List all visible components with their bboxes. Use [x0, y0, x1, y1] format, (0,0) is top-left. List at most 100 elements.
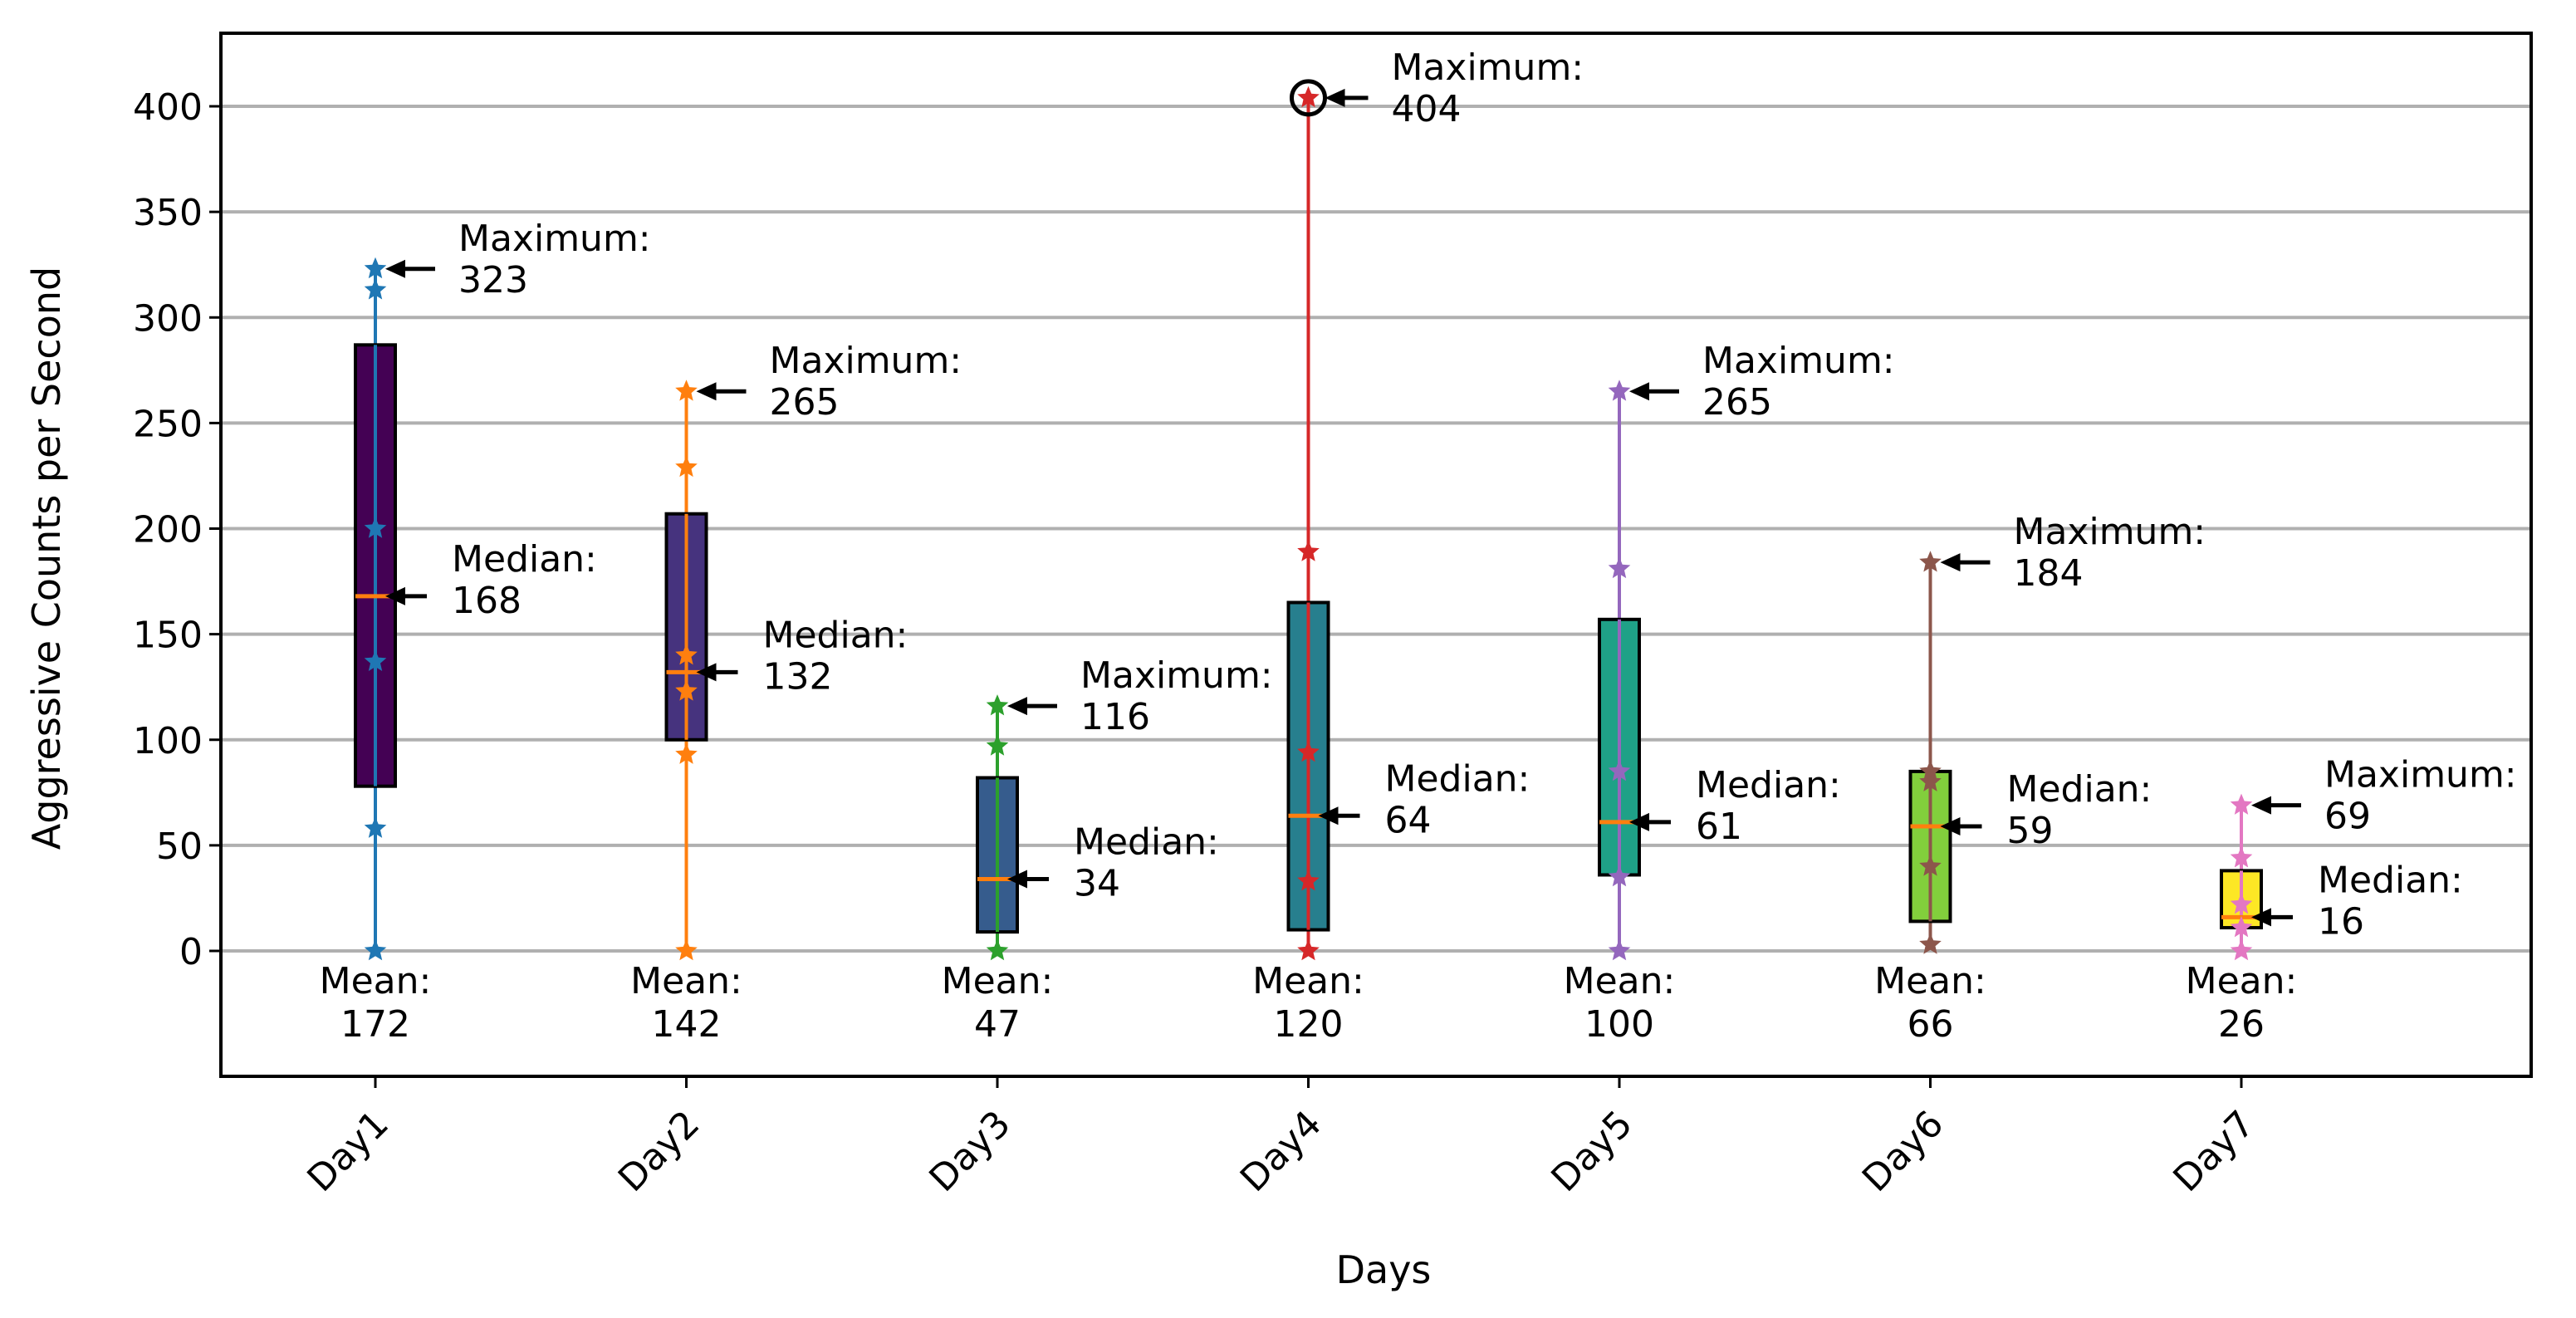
- data-point-day7-2: [2230, 893, 2253, 914]
- max-value-day4: 404: [1392, 88, 1462, 130]
- median-arrow-day5: [1629, 812, 1671, 831]
- max-label-day6: Maximum:: [2014, 511, 2206, 553]
- median-label-day3: Median:: [1074, 821, 1219, 864]
- max-arrow-day1: [385, 259, 435, 278]
- data-point-day4-2: [1297, 741, 1320, 762]
- box-group-day5: Maximum:265 Median:61 Mean:100: [1564, 340, 1895, 1046]
- box-group-day3: Maximum:116 Median:34 Mean:47: [942, 654, 1273, 1046]
- median-arrow-day3: [1007, 870, 1049, 889]
- mean-value-day6: 66: [1908, 1003, 1954, 1046]
- data-point-day7-1: [2230, 916, 2253, 938]
- mean-value-day4: 120: [1274, 1003, 1344, 1046]
- median-arrow-day7: [2251, 908, 2293, 927]
- median-value-day2: 132: [763, 655, 833, 698]
- y-tick-label-100: 100: [133, 720, 203, 762]
- data-point-day6-3: [1919, 759, 1942, 781]
- plot-frame: [219, 32, 2533, 1078]
- data-point-day5-0: [1608, 939, 1631, 961]
- data-point-day1-3: [364, 517, 387, 538]
- data-point-day2-3: [675, 644, 698, 665]
- data-point-day7-0: [2230, 939, 2253, 961]
- max-label-day5: Maximum:: [1702, 340, 1895, 382]
- data-point-day2-2: [675, 679, 698, 701]
- max-value-day5: 265: [1702, 381, 1772, 424]
- data-point-day1-1: [364, 816, 387, 838]
- median-arrow-day1: [385, 586, 427, 605]
- y-tick-label-200: 200: [133, 509, 203, 551]
- median-value-day5: 61: [1696, 806, 1742, 848]
- data-point-day2-4: [675, 455, 698, 478]
- median-arrow-day7-head: [2251, 908, 2271, 927]
- data-point-day4-0: [1297, 939, 1320, 961]
- median-label-day1: Median:: [452, 538, 597, 581]
- data-point-day5-2: [1608, 759, 1631, 781]
- median-label-day7: Median:: [2318, 859, 2463, 901]
- max-arrow-day3-head: [1007, 697, 1027, 716]
- data-point-day6-2: [1919, 770, 1942, 791]
- median-arrow-day4: [1318, 806, 1360, 826]
- mean-value-day3: 47: [974, 1003, 1021, 1046]
- y-tick-label-300: 300: [133, 297, 203, 340]
- max-arrow-day6-head: [1940, 553, 1961, 572]
- max-label-day2: Maximum:: [770, 340, 962, 382]
- data-point-day3-1: [986, 734, 1009, 756]
- data-point-day3-0: [986, 939, 1009, 961]
- box-group-day7: Maximum:69 Median:16 Mean:26: [2186, 754, 2517, 1046]
- mean-label-day3: Mean:: [942, 960, 1054, 1002]
- data-point-day2-1: [675, 742, 698, 764]
- median-arrow-day6: [1940, 816, 1982, 835]
- max-arrow-day4: [1325, 88, 1369, 107]
- data-point-day5-3: [1608, 556, 1631, 579]
- mean-value-day5: 100: [1584, 1003, 1654, 1046]
- data-point-day3-2: [986, 694, 1009, 716]
- max-label-day1: Maximum:: [458, 218, 651, 260]
- mean-label-day4: Mean:: [1252, 960, 1364, 1002]
- median-arrow-day6-head: [1940, 816, 1961, 835]
- data-point-day7-4: [2230, 793, 2253, 815]
- median-arrow-day1-head: [385, 586, 405, 605]
- max-arrow-day3: [1007, 697, 1057, 716]
- max-arrow-day2-head: [696, 382, 717, 401]
- median-arrow-day5-head: [1629, 812, 1649, 831]
- data-point-day1-5: [364, 257, 387, 279]
- y-tick-label-50: 50: [156, 826, 203, 868]
- max-arrow-day1-head: [385, 259, 405, 278]
- median-value-day1: 168: [452, 580, 522, 622]
- data-point-day2-5: [675, 380, 698, 401]
- max-value-day7: 69: [2324, 796, 2371, 838]
- data-point-day4-1: [1297, 870, 1320, 891]
- data-point-day6-1: [1919, 855, 1942, 876]
- data-point-day4-3: [1297, 540, 1320, 561]
- y-axis-title: Aggressive Counts per Second: [24, 267, 69, 850]
- data-point-day1-0: [364, 939, 387, 961]
- mean-label-day2: Mean:: [630, 960, 742, 1002]
- mean-value-day2: 142: [652, 1003, 722, 1046]
- data-point-day2-0: [675, 939, 698, 961]
- median-arrow-day2: [696, 663, 738, 682]
- data-point-day1-4: [364, 278, 387, 300]
- median-value-day3: 34: [1074, 863, 1120, 905]
- median-arrow-day4-head: [1318, 806, 1339, 826]
- max-label-day7: Maximum:: [2324, 754, 2517, 796]
- max-arrow-day6: [1940, 553, 1991, 572]
- max-arrow-day7: [2251, 796, 2301, 815]
- mean-label-day1: Mean:: [320, 960, 432, 1002]
- y-tick-label-250: 250: [133, 403, 203, 445]
- median-value-day7: 16: [2318, 900, 2364, 943]
- median-label-day4: Median:: [1385, 757, 1530, 800]
- median-value-day4: 64: [1385, 799, 1432, 841]
- data-point-day6-0: [1919, 933, 1942, 954]
- y-tick-label-400: 400: [133, 86, 203, 129]
- max-arrow-day5-head: [1629, 382, 1649, 401]
- median-arrow-day2-head: [696, 663, 717, 682]
- box-group-day1: Maximum:323 Median:168 Mean:172: [320, 218, 651, 1046]
- median-value-day6: 59: [2007, 810, 2054, 852]
- max-value-day3: 116: [1080, 696, 1150, 738]
- data-point-day5-4: [1608, 380, 1631, 401]
- y-tick-label-150: 150: [133, 615, 203, 657]
- mean-label-day5: Mean:: [1564, 960, 1676, 1002]
- y-tick-label-0: 0: [179, 931, 203, 973]
- max-arrow-day2: [696, 382, 747, 401]
- mean-label-day7: Mean:: [2186, 960, 2298, 1002]
